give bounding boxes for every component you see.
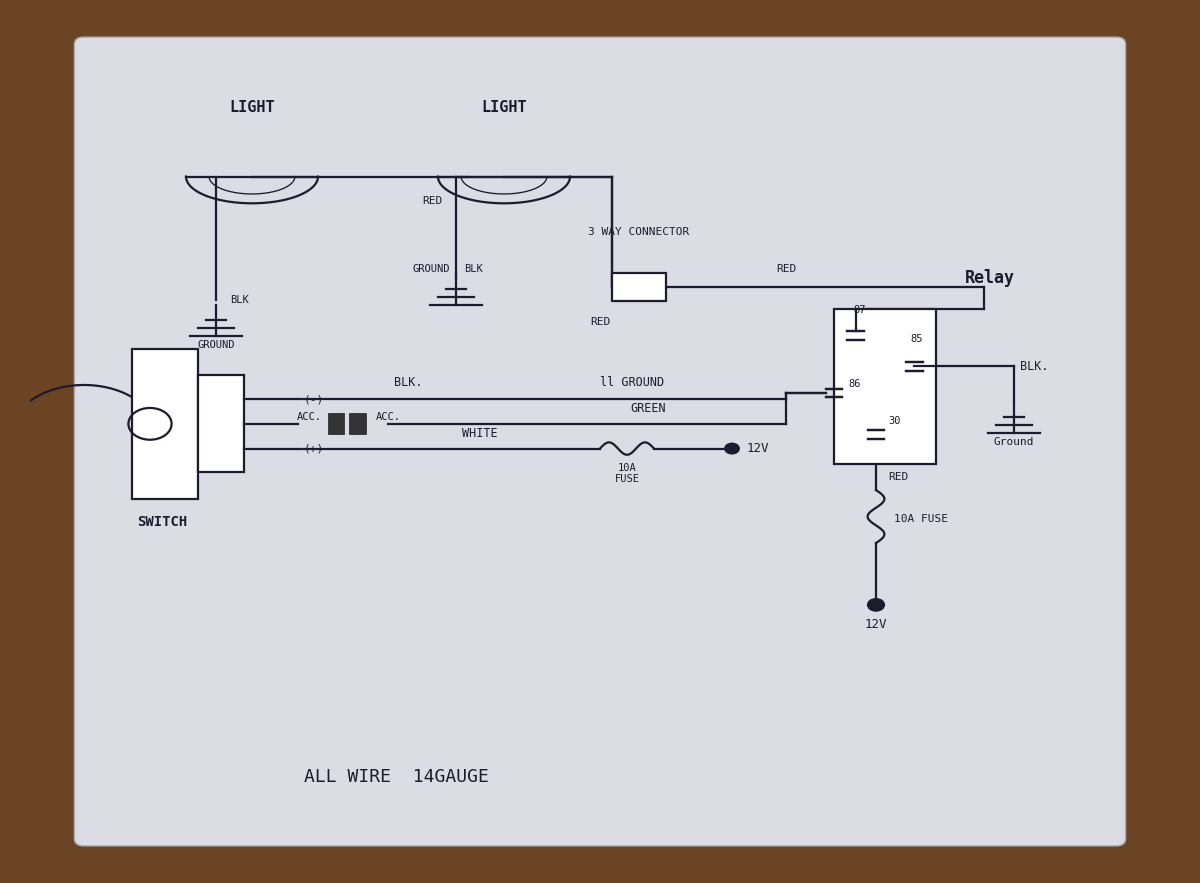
Text: ACC.: ACC. <box>296 411 322 422</box>
Text: LIGHT: LIGHT <box>481 100 527 115</box>
Text: RED: RED <box>776 264 796 274</box>
Text: WHITE: WHITE <box>462 426 498 440</box>
Bar <box>328 413 344 434</box>
Bar <box>612 273 666 301</box>
Text: ll GROUND: ll GROUND <box>600 375 664 389</box>
Bar <box>349 413 366 434</box>
Text: Ground: Ground <box>994 437 1034 447</box>
FancyBboxPatch shape <box>74 37 1126 846</box>
Text: 3 WAY CONNECTOR: 3 WAY CONNECTOR <box>588 227 690 237</box>
Text: 85: 85 <box>911 335 923 344</box>
Bar <box>198 375 244 472</box>
Circle shape <box>868 599 884 611</box>
Circle shape <box>725 443 739 454</box>
Text: 12V: 12V <box>865 618 887 631</box>
Text: GREEN: GREEN <box>630 402 666 415</box>
Text: BLK.: BLK. <box>1020 360 1049 373</box>
Text: 30: 30 <box>888 416 900 426</box>
Text: Relay: Relay <box>965 269 1015 287</box>
Text: ACC.: ACC. <box>376 411 401 422</box>
Text: BLK.: BLK. <box>394 375 422 389</box>
Text: LIGHT: LIGHT <box>229 100 275 115</box>
Text: (-): (-) <box>304 394 324 404</box>
Text: GROUND: GROUND <box>197 340 235 350</box>
Text: (+): (+) <box>304 443 324 454</box>
Text: RED: RED <box>590 317 610 327</box>
Text: 87: 87 <box>853 306 865 315</box>
Bar <box>132 349 198 499</box>
Text: 12V: 12V <box>746 442 769 455</box>
Text: RED: RED <box>888 472 908 482</box>
Text: 10A
FUSE: 10A FUSE <box>614 463 640 484</box>
Text: 86: 86 <box>848 379 860 389</box>
Text: ALL WIRE  14GAUGE: ALL WIRE 14GAUGE <box>304 768 488 786</box>
Text: SWITCH: SWITCH <box>137 515 187 529</box>
Text: 10A FUSE: 10A FUSE <box>894 514 948 525</box>
Text: BLK: BLK <box>230 295 250 306</box>
Text: RED: RED <box>422 196 442 206</box>
Text: BLK: BLK <box>464 264 484 275</box>
Bar <box>834 309 936 464</box>
Text: GROUND: GROUND <box>413 264 450 275</box>
